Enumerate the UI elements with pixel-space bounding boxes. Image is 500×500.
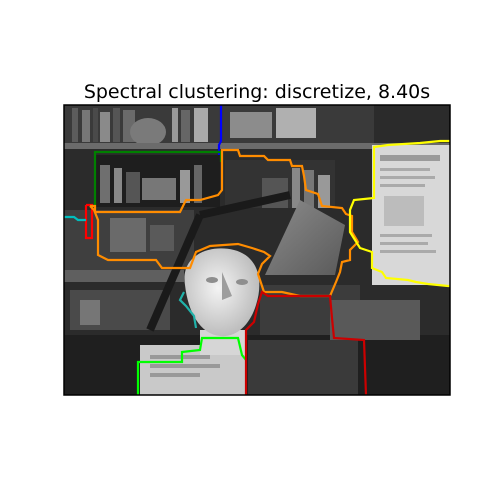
contour-lime (136, 336, 247, 395)
contours (64, 105, 450, 395)
contour-darkred (244, 290, 368, 395)
photo (64, 105, 450, 395)
contour-yellow (348, 139, 450, 288)
contour-orange (89, 148, 360, 298)
contour-teal (178, 291, 198, 329)
chart-title: Spectral clustering: discretize, 8.40s (84, 81, 430, 103)
contour-cyan (64, 215, 86, 222)
contour-blue (217, 105, 223, 155)
axes-frame (63, 104, 451, 396)
